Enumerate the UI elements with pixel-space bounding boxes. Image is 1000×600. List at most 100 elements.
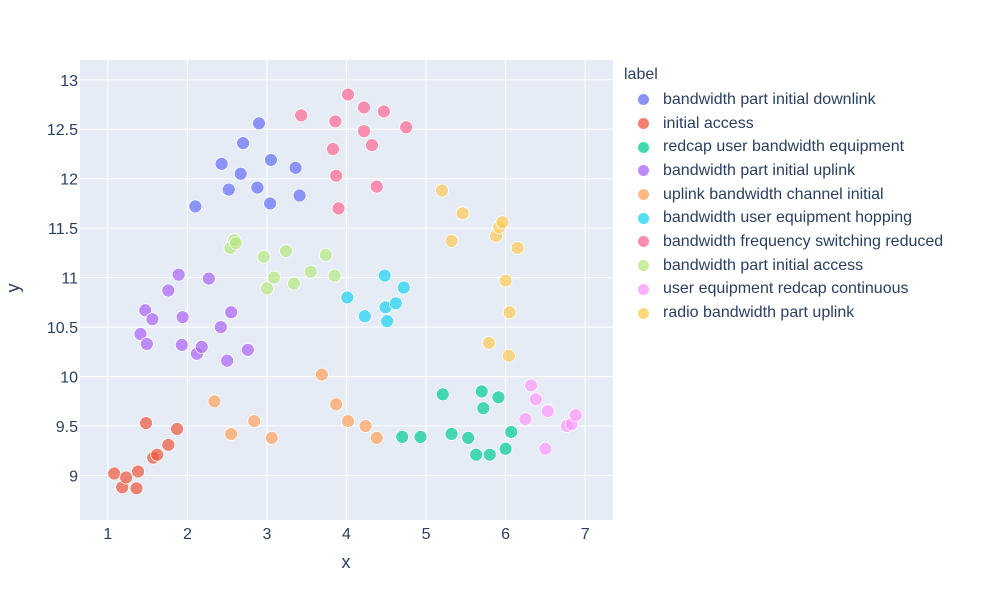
- data-point: [214, 156, 229, 171]
- grid-lines: [80, 60, 613, 520]
- data-point: [329, 397, 344, 412]
- y-tick-label: 10.5: [47, 320, 78, 337]
- data-point: [538, 441, 553, 456]
- data-point: [495, 215, 510, 230]
- legend-marker-icon: [638, 189, 649, 201]
- legend-item[interactable]: bandwidth frequency switching reduced: [622, 230, 992, 254]
- data-point: [504, 425, 519, 439]
- legend-label: bandwidth part initial uplink: [663, 161, 856, 179]
- data-point: [221, 182, 236, 197]
- y-tick-label: 9.5: [56, 419, 78, 436]
- legend-item[interactable]: bandwidth user equipment hopping: [622, 206, 992, 230]
- x-tick-label: 5: [422, 526, 431, 543]
- legend-label: bandwidth user equipment hopping: [663, 209, 913, 227]
- legend-item[interactable]: bandwidth part initial uplink: [622, 159, 992, 183]
- y-tick-label: 13: [60, 73, 78, 90]
- data-point: [524, 378, 538, 393]
- data-point: [139, 337, 154, 351]
- legend-item[interactable]: radio bandwidth part uplink: [622, 301, 992, 325]
- data-point: [388, 296, 403, 311]
- data-point: [357, 309, 372, 324]
- data-point: [264, 153, 278, 167]
- data-point: [435, 183, 449, 198]
- data-point: [175, 310, 190, 325]
- data-point: [240, 342, 255, 357]
- x-axis-title: x: [342, 552, 351, 572]
- legend-item[interactable]: bandwidth part initial downlink: [622, 88, 992, 112]
- data-point: [357, 124, 371, 139]
- data-point: [358, 419, 373, 433]
- legend-label: radio bandwidth part uplink: [663, 304, 855, 322]
- legend-label: initial access: [663, 114, 754, 132]
- data-point: [252, 116, 266, 131]
- data-point: [233, 166, 248, 181]
- legend-label: bandwidth part initial access: [663, 256, 864, 274]
- data-point: [294, 108, 309, 123]
- legend: label bandwidth part initial downlink ini…: [622, 64, 992, 325]
- data-point: [474, 384, 489, 399]
- data-point: [314, 367, 329, 382]
- data-point: [498, 441, 513, 456]
- data-point: [501, 348, 516, 363]
- data-point: [224, 305, 239, 320]
- x-tick-label: 3: [262, 526, 271, 543]
- y-tick-label: 11.5: [48, 221, 78, 238]
- data-point: [188, 199, 203, 214]
- data-point: [328, 114, 343, 129]
- data-point: [213, 320, 228, 334]
- legend-label: bandwidth frequency switching reduced: [663, 232, 944, 250]
- data-point: [161, 437, 176, 452]
- data-point: [365, 138, 379, 152]
- data-point: [380, 314, 394, 329]
- x-tick-label: 6: [501, 526, 510, 543]
- data-point: [194, 339, 209, 354]
- data-point: [476, 401, 491, 416]
- data-point: [396, 280, 411, 295]
- data-point: [267, 270, 282, 285]
- legend-label: redcap user bandwidth equipment: [663, 138, 905, 156]
- legend-label: uplink bandwidth channel initial: [663, 185, 884, 203]
- data-point: [250, 180, 265, 195]
- legend-marker-icon: [638, 236, 649, 248]
- data-point: [107, 466, 122, 481]
- data-point: [150, 447, 165, 462]
- data-point: [318, 247, 333, 262]
- data-point: [528, 392, 543, 407]
- data-point: [119, 470, 134, 485]
- data-point: [292, 188, 307, 203]
- legend-item[interactable]: uplink bandwidth channel initial: [622, 183, 992, 207]
- data-point: [260, 281, 274, 296]
- y-tick-label: 9: [69, 468, 78, 485]
- data-point: [303, 264, 318, 279]
- legend-item[interactable]: initial access: [622, 112, 992, 136]
- y-tick-label: 12.5: [47, 122, 78, 139]
- data-point: [395, 430, 410, 444]
- y-tick-label: 10: [60, 370, 78, 387]
- legend-item[interactable]: redcap user bandwidth equipment: [622, 135, 992, 159]
- data-point: [201, 271, 216, 286]
- data-point: [369, 430, 384, 445]
- data-point: [133, 327, 148, 341]
- data-point: [568, 408, 583, 423]
- data-point: [220, 353, 235, 368]
- data-point: [224, 427, 239, 441]
- legend-marker-icon: [638, 283, 649, 295]
- data-point: [279, 244, 293, 258]
- legend-item[interactable]: user equipment redcap continuous: [622, 278, 992, 302]
- data-point: [207, 394, 222, 409]
- data-point: [161, 283, 176, 298]
- data-point: [482, 447, 497, 462]
- data-point: [145, 312, 160, 327]
- legend-marker-icon: [638, 307, 649, 319]
- data-point: [288, 160, 303, 175]
- data-point: [171, 267, 186, 282]
- y-tick-label: 12: [60, 172, 78, 189]
- data-point: [236, 136, 250, 150]
- x-tick-label: 1: [103, 526, 112, 543]
- legend-item[interactable]: bandwidth part initial access: [622, 254, 992, 278]
- data-point: [498, 273, 513, 288]
- data-point: [256, 249, 271, 264]
- data-point: [326, 142, 340, 156]
- data-point: [357, 100, 371, 115]
